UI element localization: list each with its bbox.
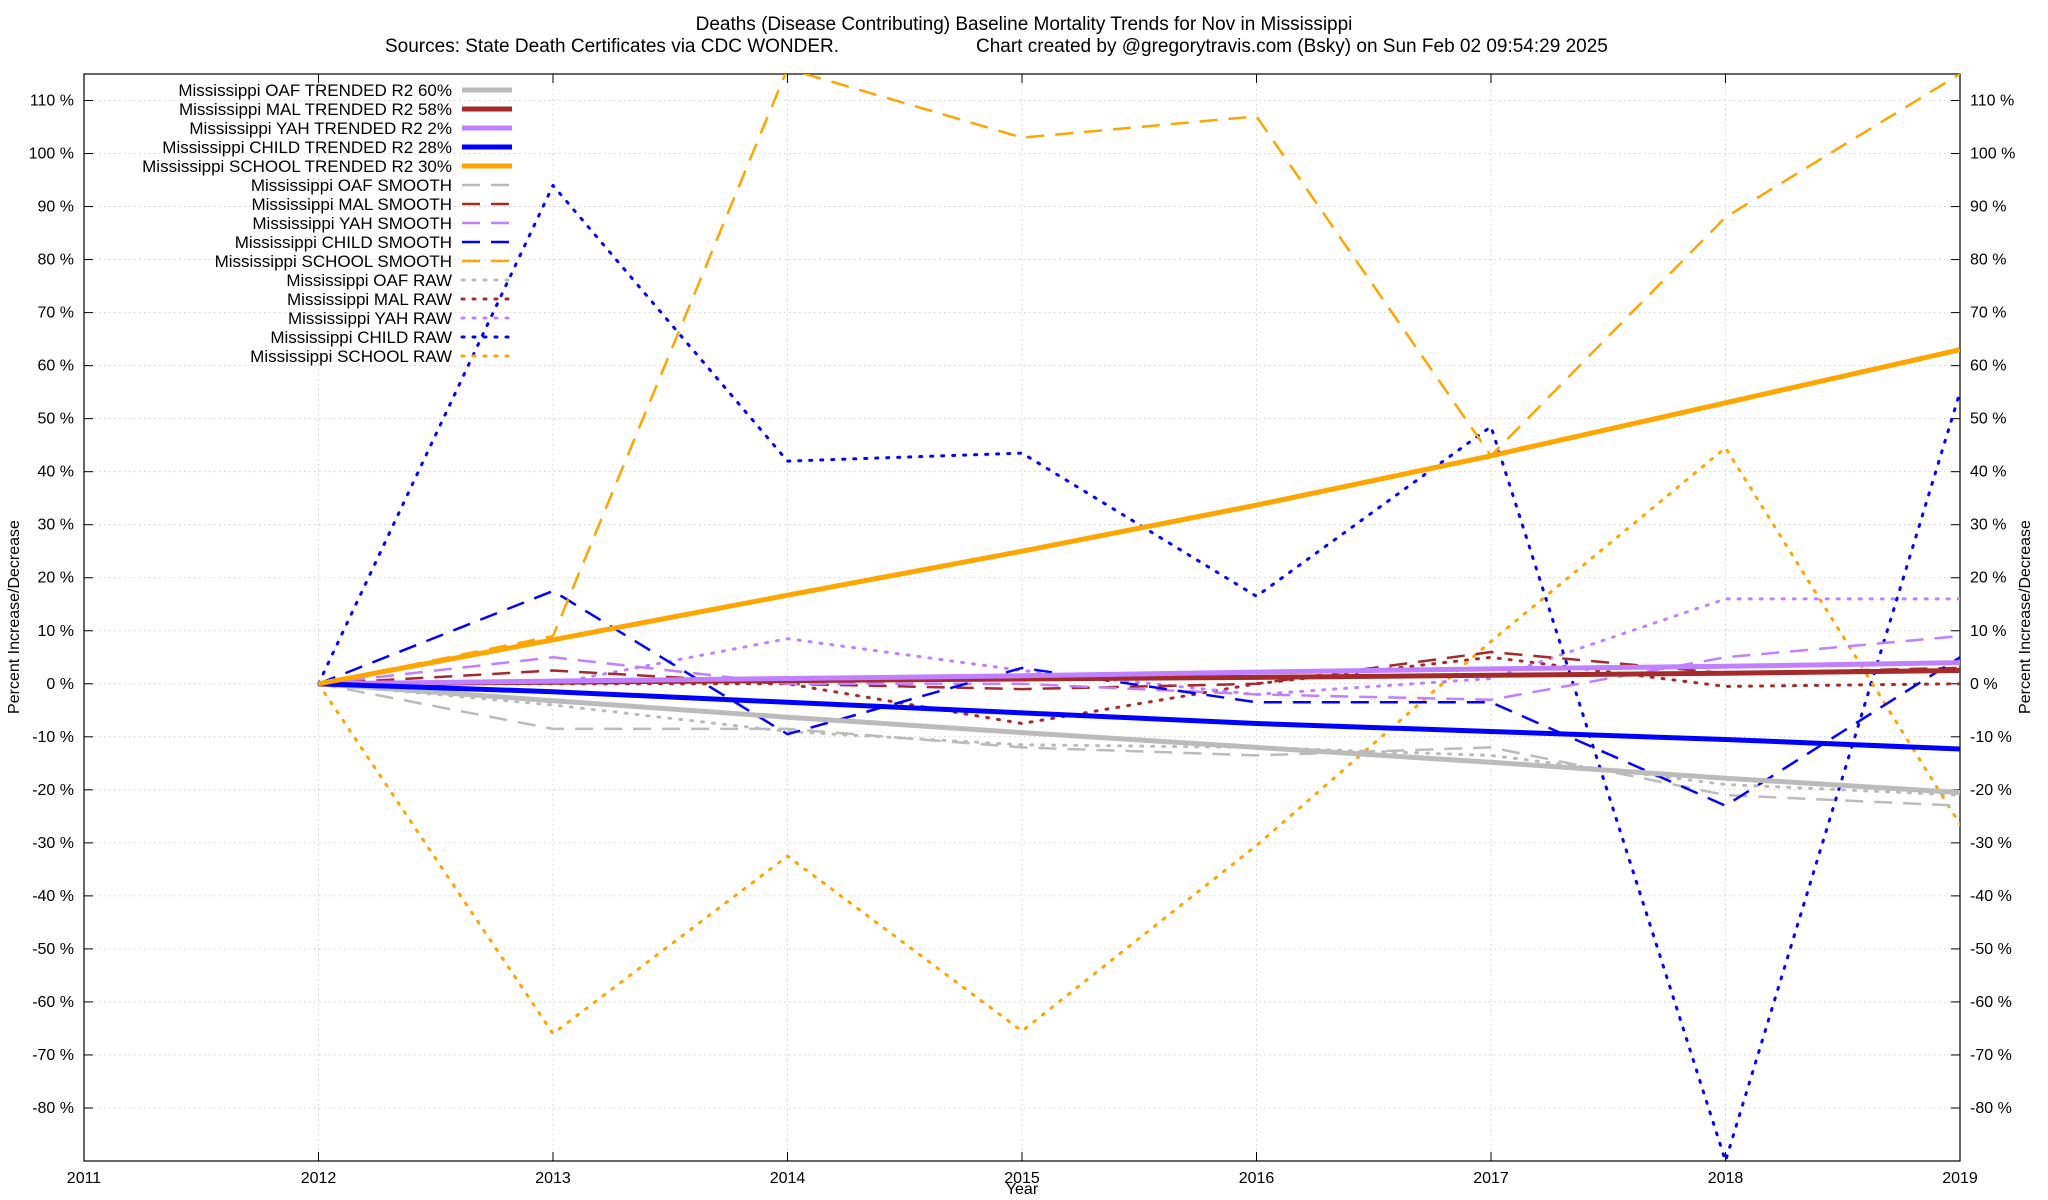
y-tick-label-left: 10 % bbox=[38, 623, 74, 640]
y-tick-label-left: -80 % bbox=[32, 1100, 74, 1117]
legend-entry-label: Mississippi SCHOOL SMOOTH bbox=[215, 252, 452, 271]
chart-subtitle-credit: Chart created by @gregorytravis.com (Bsk… bbox=[976, 36, 1608, 57]
x-tick-label: 2014 bbox=[770, 1170, 806, 1187]
y-tick-label-right: 10 % bbox=[1970, 623, 2006, 640]
series-line-mississippi-school-raw bbox=[317, 446, 1960, 1036]
series-line-mississippi-yah-raw bbox=[317, 597, 1960, 696]
legend-entry-label: Mississippi OAF RAW bbox=[286, 271, 452, 290]
y-axis-label-left: Percent Increase/Decrease bbox=[6, 520, 23, 714]
legend-entry-label: Mississippi YAH SMOOTH bbox=[252, 214, 452, 233]
y-tick-label-left: 90 % bbox=[38, 199, 74, 216]
chart-title: Deaths (Disease Contributing) Baseline M… bbox=[696, 14, 1353, 35]
y-tick-label-left: 60 % bbox=[38, 358, 74, 375]
series-lines bbox=[317, 74, 1960, 1161]
y-tick-label-left: -20 % bbox=[32, 782, 74, 799]
series-line-mississippi-oaf-trended-r2-60 bbox=[318, 681, 1960, 795]
series-line-mississippi-oaf-raw bbox=[317, 682, 1960, 797]
y-tick-label-left: 100 % bbox=[29, 146, 74, 163]
y-tick-label-right: 40 % bbox=[1970, 464, 2006, 481]
y-tick-label-right: 30 % bbox=[1970, 517, 2006, 534]
legend-entry-label: Mississippi MAL TRENDED R2 58% bbox=[179, 100, 452, 119]
x-tick-label: 2018 bbox=[1708, 1170, 1744, 1187]
y-tick-label-right: -40 % bbox=[1970, 888, 2012, 905]
legend-entry-label: Mississippi MAL RAW bbox=[287, 290, 452, 309]
series-line-mississippi-child-raw bbox=[317, 183, 1960, 1161]
x-tick-label: 2015 bbox=[1004, 1170, 1040, 1187]
series-line-mississippi-child-trended-r2-28 bbox=[318, 681, 1960, 752]
axis-ticks: 110 % 110 % 100 % 100 % 90 % 90 % 80 % 80 % 70 %… bbox=[29, 74, 2015, 1187]
y-tick-label-right: -80 % bbox=[1970, 1100, 2012, 1117]
y-tick-label-left: -50 % bbox=[32, 941, 74, 958]
series-line-mississippi-school-trended-r2-30 bbox=[318, 347, 1960, 687]
y-tick-label-right: 20 % bbox=[1970, 570, 2006, 587]
y-tick-label-left: -60 % bbox=[32, 994, 74, 1011]
series-line-mississippi-child-smooth bbox=[318, 589, 1960, 807]
y-tick-label-right: 90 % bbox=[1970, 199, 2006, 216]
y-tick-label-right: 80 % bbox=[1970, 252, 2006, 269]
legend-entry-label: Mississippi OAF TRENDED R2 60% bbox=[178, 81, 452, 100]
y-tick-label-left: -30 % bbox=[32, 835, 74, 852]
x-tick-label: 2012 bbox=[301, 1170, 337, 1187]
x-tick-label: 2013 bbox=[535, 1170, 571, 1187]
y-tick-label-right: -20 % bbox=[1970, 782, 2012, 799]
y-tick-label-right: -60 % bbox=[1970, 994, 2012, 1011]
legend-entry-label: Mississippi CHILD RAW bbox=[270, 328, 452, 347]
y-tick-label-right: 70 % bbox=[1970, 305, 2006, 322]
chart-subtitle-sources: Sources: State Death Certificates via CD… bbox=[385, 36, 839, 57]
legend-entry-label: Mississippi SCHOOL RAW bbox=[250, 347, 452, 366]
legend-entry-label: Mississippi YAH TRENDED R2 2% bbox=[189, 119, 452, 138]
y-tick-label-left: 110 % bbox=[30, 93, 74, 110]
legend-entry-label: Mississippi YAH RAW bbox=[288, 309, 452, 328]
y-tick-label-left: -10 % bbox=[32, 729, 74, 746]
y-tick-label-left: -40 % bbox=[32, 888, 74, 905]
y-tick-label-right: 50 % bbox=[1970, 411, 2006, 428]
y-tick-label-left: 0 % bbox=[46, 676, 74, 693]
series-line-mississippi-yah-trended-r2-2 bbox=[318, 660, 1960, 687]
y-tick-label-left: -70 % bbox=[32, 1047, 74, 1064]
y-tick-label-right: 60 % bbox=[1970, 358, 2006, 375]
series-line-mississippi-mal-smooth bbox=[318, 650, 1960, 691]
legend-entry-label: Mississippi OAF SMOOTH bbox=[251, 176, 452, 195]
y-tick-label-left: 30 % bbox=[38, 517, 74, 534]
y-tick-label-right: -70 % bbox=[1970, 1047, 2012, 1064]
x-tick-label: 2016 bbox=[1239, 1170, 1275, 1187]
x-tick-label: 2011 bbox=[67, 1170, 102, 1187]
x-tick-label: 2017 bbox=[1473, 1170, 1509, 1187]
y-tick-label-left: 20 % bbox=[38, 570, 74, 587]
y-tick-label-right: -50 % bbox=[1970, 941, 2012, 958]
y-tick-label-left: 40 % bbox=[38, 464, 74, 481]
legend-entry-label: Mississippi MAL SMOOTH bbox=[251, 195, 452, 214]
legend-entry-label: Mississippi CHILD TRENDED R2 28% bbox=[162, 138, 452, 157]
x-tick-label: 2019 bbox=[1942, 1170, 1978, 1187]
y-tick-label-right: -30 % bbox=[1970, 835, 2012, 852]
y-tick-label-left: 50 % bbox=[38, 411, 74, 428]
series-line-mississippi-school-smooth bbox=[318, 74, 1960, 686]
y-tick-label-left: 70 % bbox=[38, 305, 74, 322]
y-tick-label-right: -10 % bbox=[1970, 729, 2012, 746]
legend-entry-label: Mississippi SCHOOL TRENDED R2 30% bbox=[142, 157, 452, 176]
legend-entry-label: Mississippi CHILD SMOOTH bbox=[235, 233, 452, 252]
y-tick-label-right: 100 % bbox=[1970, 146, 2015, 163]
y-tick-label-left: 80 % bbox=[38, 252, 74, 269]
x-axis-label: Year bbox=[1006, 1181, 1039, 1198]
y-axis-label-right: Percent Increase/Decrease bbox=[2017, 520, 2034, 714]
legend: Mississippi OAF TRENDED R2 60%Mississipp… bbox=[142, 81, 514, 366]
y-tick-label-right: 110 % bbox=[1970, 93, 2014, 110]
y-tick-label-right: 0 % bbox=[1970, 676, 1998, 693]
